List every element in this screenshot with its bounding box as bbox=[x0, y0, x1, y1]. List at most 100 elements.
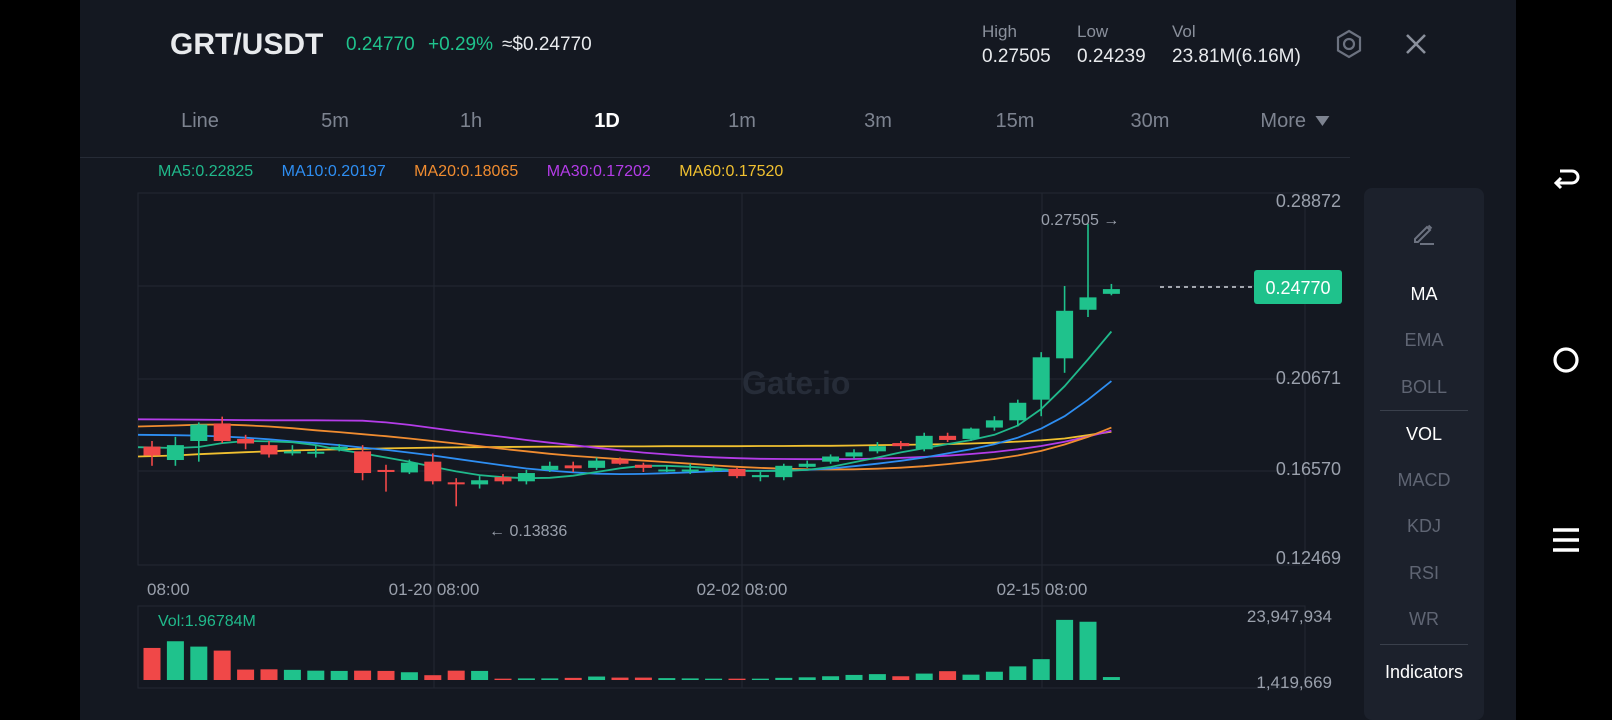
ma10-line bbox=[137, 380, 1112, 476]
tab-line[interactable]: Line bbox=[181, 110, 219, 132]
price-axis-label: 0.12469 bbox=[1276, 548, 1341, 568]
indicator-macd[interactable]: MACD bbox=[1397, 470, 1451, 490]
ma5-line bbox=[137, 330, 1113, 480]
volume-bar bbox=[658, 678, 676, 680]
candle-body bbox=[1102, 289, 1120, 294]
usd-equivalent: ≈$0.24770 bbox=[502, 34, 592, 55]
recent-apps-button[interactable] bbox=[1548, 522, 1584, 558]
change-percent: +0.29% bbox=[428, 34, 493, 55]
settings-button[interactable] bbox=[1331, 26, 1367, 62]
volume-bar bbox=[166, 641, 184, 680]
ma60-label: MA60:0.17520 bbox=[679, 163, 784, 180]
volume-bar bbox=[822, 676, 840, 680]
tab-30m[interactable]: 30m bbox=[1130, 110, 1170, 132]
volume-bar bbox=[143, 647, 161, 680]
tab-more-label: More bbox=[1260, 110, 1307, 132]
close-button[interactable] bbox=[1398, 26, 1434, 62]
tab-15m[interactable]: 15m bbox=[995, 110, 1035, 132]
back-icon bbox=[1553, 169, 1580, 190]
high-label: High bbox=[982, 22, 1017, 41]
candle-body bbox=[237, 438, 255, 444]
candles bbox=[143, 223, 1120, 507]
ma-lines bbox=[137, 330, 1113, 480]
candle-body bbox=[681, 469, 699, 472]
time-axis-label: 08:00 bbox=[147, 580, 190, 599]
candle-body bbox=[400, 462, 418, 473]
volume-bar bbox=[424, 675, 442, 680]
candle-body bbox=[143, 446, 161, 456]
candle-body bbox=[377, 469, 395, 472]
vol-label: Vol bbox=[1172, 22, 1196, 41]
home-button[interactable] bbox=[1548, 342, 1584, 378]
candlestick-chart[interactable]: Gate.io 0.28872 0.20671 0.16570 0.12469 … bbox=[80, 0, 1360, 700]
volume-bar bbox=[564, 677, 582, 680]
volume-bar bbox=[751, 678, 769, 680]
time-axis-label: 01-20 08:00 bbox=[389, 580, 480, 599]
price-axis-label: 0.28872 bbox=[1276, 191, 1341, 211]
ma20-label: MA20:0.18065 bbox=[414, 163, 519, 180]
volume-label: Vol:1.96784M bbox=[158, 613, 256, 630]
indicator-divider bbox=[1380, 644, 1468, 645]
indicator-rsi[interactable]: RSI bbox=[1408, 563, 1439, 583]
candle-body bbox=[1056, 310, 1074, 359]
home-icon bbox=[1553, 347, 1579, 373]
candle-body bbox=[798, 463, 816, 467]
indicator-wr[interactable]: WR bbox=[1409, 609, 1439, 629]
volume-bar bbox=[939, 671, 957, 680]
candle-body bbox=[494, 477, 512, 482]
ma5-label: MA5:0.22825 bbox=[158, 163, 254, 180]
candle-body bbox=[166, 445, 184, 461]
volume-bar bbox=[307, 670, 325, 680]
indicator-ma[interactable]: MA bbox=[1410, 284, 1438, 304]
volume-bar bbox=[447, 670, 465, 680]
tab-1d[interactable]: 1D bbox=[594, 110, 620, 132]
candle-body bbox=[260, 445, 278, 455]
tab-more[interactable]: More bbox=[1260, 110, 1330, 133]
hexagon-settings-icon bbox=[1336, 29, 1362, 59]
volume-bar bbox=[377, 670, 395, 680]
volume-bar bbox=[1102, 677, 1120, 680]
current-price-tag bbox=[1254, 270, 1342, 304]
candle-body bbox=[985, 420, 1003, 428]
low-label: Low bbox=[1077, 22, 1109, 41]
volume-bar bbox=[541, 678, 559, 680]
candle-body bbox=[330, 446, 348, 450]
volume-bar bbox=[705, 678, 723, 680]
menu-icon bbox=[1553, 528, 1579, 552]
indicators-button[interactable]: Indicators bbox=[1384, 662, 1464, 682]
tab-3m[interactable]: 3m bbox=[864, 110, 892, 132]
ma30-line bbox=[137, 418, 1112, 461]
volume-bar bbox=[190, 646, 208, 680]
candle-body bbox=[892, 443, 910, 447]
ma20-line bbox=[137, 423, 1112, 471]
high-stat: High 0.27505 bbox=[982, 22, 1051, 68]
pair-title[interactable]: GRT/USDT bbox=[170, 28, 324, 61]
indicator-kdj[interactable]: KDJ bbox=[1406, 516, 1441, 536]
tab-1m[interactable]: 1m bbox=[728, 110, 756, 132]
draw-tool-button[interactable] bbox=[1410, 218, 1438, 251]
volume-bar bbox=[237, 669, 255, 680]
volume-min-label: 1,419,669 bbox=[1256, 673, 1332, 692]
volume-bar bbox=[1032, 659, 1050, 680]
indicator-boll[interactable]: BOLL bbox=[1400, 377, 1448, 397]
caret-down-icon bbox=[1315, 116, 1330, 126]
high-marker: 0.27505 → bbox=[1041, 212, 1119, 229]
volume-bar bbox=[213, 650, 231, 680]
volume-max-label: 23,947,934 bbox=[1247, 607, 1332, 626]
indicator-ema[interactable]: EMA bbox=[1404, 330, 1444, 350]
tab-1h[interactable]: 1h bbox=[459, 110, 483, 132]
vol-value: 23.81M(6.16M) bbox=[1172, 46, 1301, 67]
back-button[interactable] bbox=[1548, 160, 1584, 196]
volume-frame bbox=[137, 605, 1306, 689]
volume-bar bbox=[868, 674, 886, 680]
candle-body bbox=[705, 468, 723, 471]
candle-body bbox=[728, 468, 746, 477]
indicator-vol[interactable]: VOL bbox=[1405, 424, 1443, 444]
ma30-label: MA30:0.17202 bbox=[546, 163, 651, 180]
price-axis-label: 0.16570 bbox=[1276, 459, 1341, 479]
volume-bar bbox=[985, 671, 1003, 680]
volume-bar bbox=[1056, 619, 1074, 680]
low-stat: Low 0.24239 bbox=[1077, 22, 1146, 68]
tab-5m[interactable]: 5m bbox=[321, 110, 349, 132]
candle-body bbox=[962, 428, 980, 439]
